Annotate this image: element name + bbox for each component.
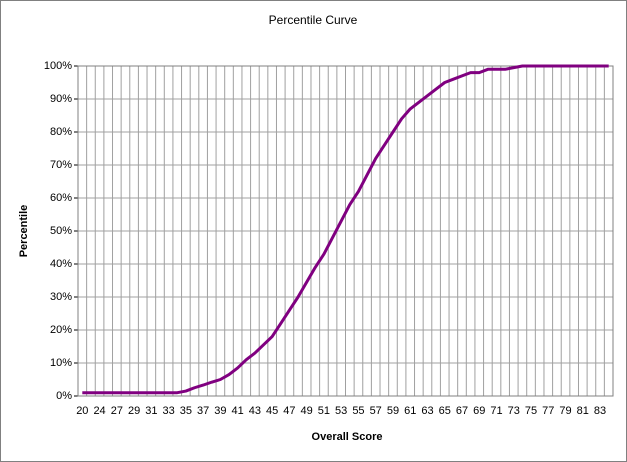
x-tick-label: 65 <box>439 405 451 417</box>
x-axis-title: Overall Score <box>312 431 383 443</box>
y-tick-label: 30% <box>50 291 72 303</box>
x-tick-label: 79 <box>559 405 571 417</box>
y-axis-title: Percentile <box>18 205 30 258</box>
y-tick-label: 20% <box>50 324 72 336</box>
y-tick-label: 80% <box>50 126 72 138</box>
x-tick-label: 59 <box>387 405 399 417</box>
x-tick-label: 69 <box>473 405 485 417</box>
x-tick-label: 77 <box>542 405 554 417</box>
x-tick-label: 27 <box>111 405 123 417</box>
y-tick-label: 70% <box>50 159 72 171</box>
x-tick-label: 63 <box>421 405 433 417</box>
x-tick-label: 81 <box>577 405 589 417</box>
percentile-line <box>82 64 609 395</box>
x-tick-label: 37 <box>197 405 209 417</box>
x-tick-label: 24 <box>93 405 105 417</box>
chart-title: Percentile Curve <box>269 13 358 27</box>
y-tick-label: 40% <box>50 258 72 270</box>
x-tick-label: 67 <box>456 405 468 417</box>
x-tick-label: 45 <box>266 405 278 417</box>
x-tick-label: 71 <box>490 405 502 417</box>
x-tick-label: 51 <box>318 405 330 417</box>
x-tick-label: 47 <box>283 405 295 417</box>
x-tick-label: 41 <box>232 405 244 417</box>
x-tick-label: 55 <box>352 405 364 417</box>
x-tick-label: 75 <box>525 405 537 417</box>
x-tick-label: 43 <box>249 405 261 417</box>
y-tick-label: 50% <box>50 225 72 237</box>
x-tick-label: 73 <box>508 405 520 417</box>
y-tick-label: 0% <box>56 390 72 402</box>
x-tick-label: 57 <box>370 405 382 417</box>
plot-border <box>77 65 614 397</box>
x-tick-label: 35 <box>180 405 192 417</box>
y-tick-label: 90% <box>50 93 72 105</box>
x-tick-label: 31 <box>145 405 157 417</box>
x-tick-label: 83 <box>594 405 606 417</box>
x-tick-label: 39 <box>214 405 226 417</box>
y-tick-label: 100% <box>44 60 72 72</box>
y-tick-label: 10% <box>50 357 72 369</box>
x-tick-label: 29 <box>128 405 140 417</box>
x-tick-label: 49 <box>301 405 313 417</box>
x-tick-label: 61 <box>404 405 416 417</box>
x-tick-label: 20 <box>76 405 88 417</box>
y-tick-label: 60% <box>50 192 72 204</box>
x-tick-label: 53 <box>335 405 347 417</box>
x-tick-label: 33 <box>162 405 174 417</box>
